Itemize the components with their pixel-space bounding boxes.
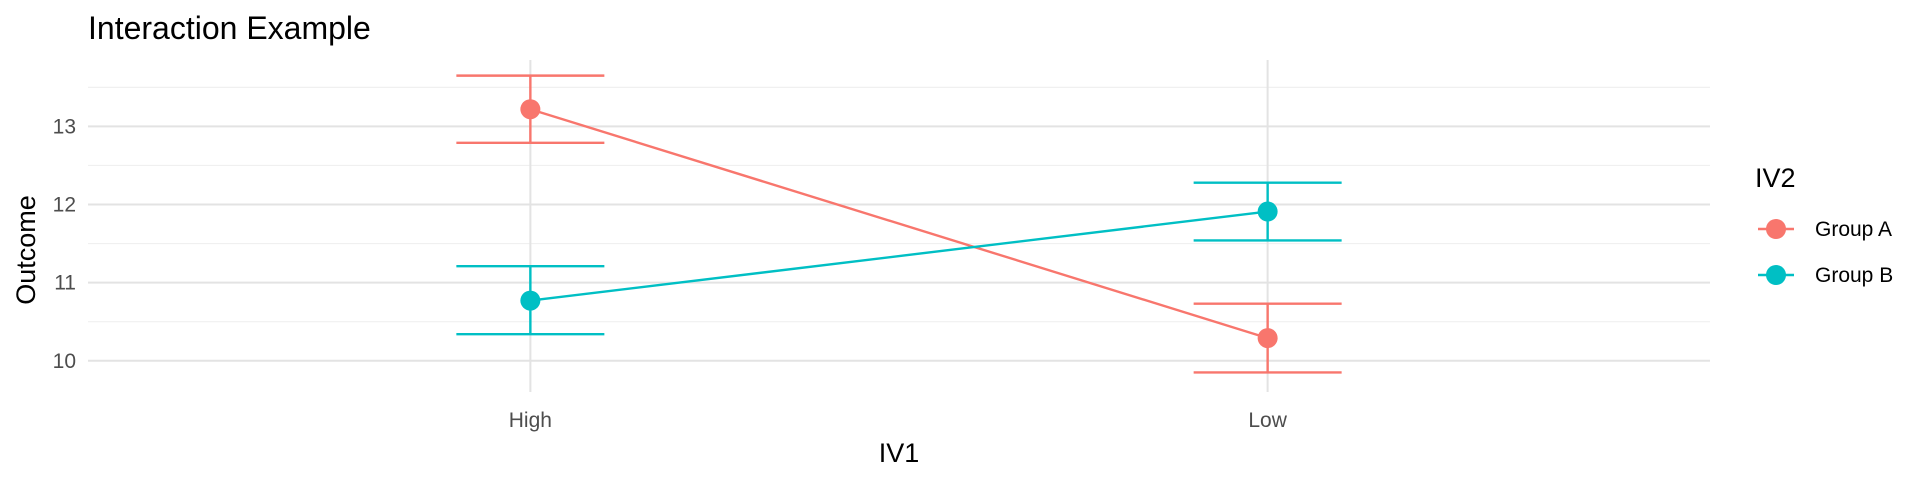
chart-title: Interaction Example (88, 10, 371, 46)
data-point (520, 99, 541, 120)
series-group-a (456, 74, 1342, 374)
legend-key-point (1766, 219, 1786, 239)
legend-key-point (1766, 265, 1786, 285)
y-axis-title: Outcome (11, 195, 41, 305)
legend-label: Group B (1815, 264, 1893, 287)
legend-title: IV2 (1755, 163, 1796, 193)
y-tick-label: 10 (53, 350, 76, 373)
data-point (1257, 201, 1278, 222)
legend: IV2 Group A Group B (1755, 163, 1893, 287)
legend-item: Group A (1758, 218, 1892, 241)
series-group-b (456, 181, 1342, 336)
series-layer (456, 74, 1342, 374)
data-point (520, 290, 541, 311)
series-line (530, 108, 1268, 340)
y-tick-label: 13 (53, 115, 76, 138)
x-axis-ticks: High Low (509, 409, 1288, 432)
legend-item: Group B (1758, 264, 1893, 287)
x-tick-label: High (509, 409, 552, 432)
y-tick-label: 11 (54, 272, 76, 295)
legend-items: Group A Group B (1758, 218, 1893, 287)
series-line (530, 210, 1268, 302)
legend-label: Group A (1815, 218, 1892, 241)
x-axis-title: IV1 (879, 438, 920, 468)
y-tick-label: 12 (53, 194, 76, 217)
y-axis-ticks: 10 11 12 13 (53, 115, 76, 372)
data-point (1257, 328, 1278, 349)
grid (88, 60, 1710, 392)
x-tick-label: Low (1248, 409, 1287, 432)
